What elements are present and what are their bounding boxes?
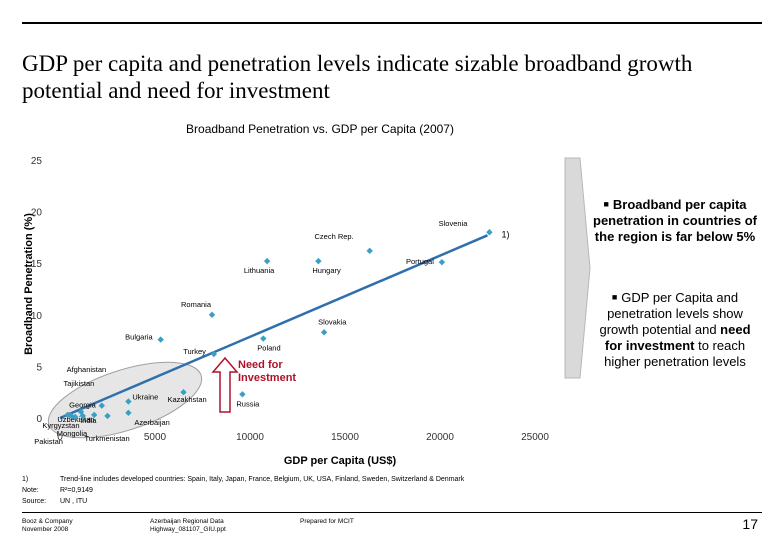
data-point-label: Portugal [406,257,434,266]
data-point [104,412,111,420]
page-number: 17 [742,516,758,532]
data-point-label: Kyrgyzstan [42,421,79,430]
footnote-text: R²=0,9149 [60,487,93,494]
y-tick-label: 20 [31,208,43,219]
data-point [239,391,246,398]
data-point [315,257,322,265]
x-tick-label: 10000 [236,432,264,443]
data-point-label: Turkmenistan [85,434,130,443]
data-point-label: Lithuania [244,266,275,275]
page-title: GDP per capita and penetration levels in… [22,51,693,103]
data-point [79,412,86,420]
x-tick-label: 15000 [331,432,359,443]
bullet-2-part-2: need for investment [604,322,751,353]
footnotes: 1) Trend-line includes developed countrie… [22,474,464,507]
data-point-label: Turkey [183,347,206,356]
data-point-label: Afghanistan [67,365,107,374]
trend-line [59,234,488,420]
data-point [366,247,373,255]
footer-prepared: Prepared for MCIT [300,518,354,525]
data-point [98,402,105,409]
y-tick-label: 15 [31,259,43,270]
data-point-label: Georgia [69,401,97,410]
x-tick-label: 20000 [426,432,454,443]
footnote-key: Note: [22,487,39,494]
bullet-1: ■ Broadband per capita penetration in cou… [590,196,760,245]
data-point-label: Hungary [312,266,341,275]
data-point [72,413,79,421]
data-point-label: Bulgaria [125,333,153,342]
data-point [263,257,271,265]
x-tick-label: 5000 [144,432,167,443]
data-point [91,411,98,419]
y-tick-label: 0 [36,414,42,425]
chevron-arrow-icon [564,157,591,379]
data-point-label: Russia [236,399,260,408]
y-tick-label: 25 [31,156,43,167]
data-point-label: Poland [257,344,280,353]
top-rule [22,22,762,24]
data-point [320,329,328,336]
bullet-square-icon: ■ [611,292,618,302]
footnote-3: Source: UN , ITU [22,496,464,507]
x-axis-label: GDP per Capita (US$) [283,455,397,467]
x-tick-label: 25000 [521,432,549,443]
y-tick-label: 10 [31,311,43,322]
data-point-label: Tajikistan [64,379,95,388]
y-tick-label: 5 [36,362,42,373]
chart-title: Broadband Penetration vs. GDP per Capita… [186,122,454,136]
bullet-2-part-3: to reach higher penetration levels [604,338,746,369]
data-point [157,336,164,343]
annotation-need-for-investment: Need for Investment [238,359,297,384]
data-point-label: Kazakhstan [168,395,207,404]
data-point [125,398,132,405]
bullet-2-part-1: GDP per Capita and penetration levels sh… [599,290,743,337]
footnote-2: Note: R²=0,9149 [22,485,464,496]
footnote-1: 1) Trend-line includes developed countrie… [22,474,464,485]
data-point [438,258,446,266]
trend-line-label: 1) [502,229,510,239]
footer-file: Azerbaijan Regional Data Highway_081107_… [150,518,226,533]
footnote-key: 1) [22,476,29,483]
data-point-label: Ukraine [132,392,158,401]
data-point-label: India [80,416,97,425]
footnote-text: UN , ITU [60,498,88,505]
data-point [180,389,187,396]
bullet-1-part-2: below 5% [695,229,756,244]
data-point-label: Pakistan [34,437,63,446]
bullet-square-icon: ■ [603,199,609,209]
x-tick-label: 0 [57,432,63,443]
data-point [125,409,132,417]
data-point-label: Romania [181,300,212,309]
data-point-label: Slovakia [318,317,347,326]
footer-company: Booz & Company November 2008 [22,518,73,533]
data-point-label: Slovenia [439,219,469,228]
data-point-label: Mongolia [57,429,88,438]
bullet-2: ■ GDP per Capita and penetration levels s… [590,289,760,370]
data-point [208,311,216,318]
footnote-text: Trend-line includes developed countries:… [60,476,465,483]
footer-rule [22,512,762,513]
up-arrow-icon [211,356,239,413]
data-point [260,335,267,342]
data-point [210,350,218,358]
data-point-label: Azerbaijan [134,418,169,427]
bullet-1-part-1: Broadband per capita penetration in coun… [593,197,757,244]
data-point [486,229,493,236]
data-point-label: Czech Rep. [315,232,354,241]
footnote-key: Source: [22,498,47,505]
